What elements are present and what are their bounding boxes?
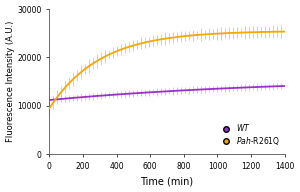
- Y-axis label: Fluorescence Intensity (A.U.): Fluorescence Intensity (A.U.): [6, 21, 15, 142]
- X-axis label: Time (min): Time (min): [140, 176, 194, 186]
- Legend: $\it{WT}$, $\it{Pah}$-R261Q: $\it{WT}$, $\it{Pah}$-R261Q: [218, 122, 281, 147]
